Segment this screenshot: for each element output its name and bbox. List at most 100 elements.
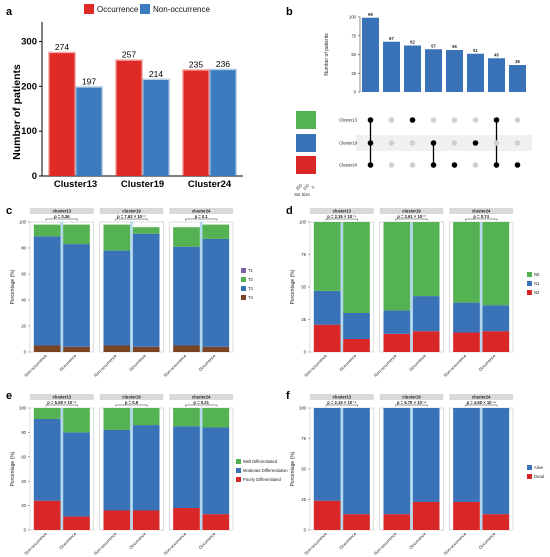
x-tick-label: Non-occurrence (23, 531, 48, 556)
stacked-segment-alive (313, 408, 341, 501)
upset-dot-empty (514, 140, 521, 146)
stacked-segment-dead (482, 514, 510, 530)
stacked-segment-n1 (383, 310, 411, 334)
upset-bar-value: 36 (515, 59, 520, 64)
upset-bar-value: 99 (368, 12, 373, 17)
stacked-segment-well-differentiated (202, 408, 230, 428)
legend-swatch (241, 295, 246, 300)
y-axis-title: Percentage (%) (10, 451, 16, 486)
stacked-segment-dead (412, 501, 440, 530)
facet-strip (30, 208, 94, 214)
upset-y-tick-label: 0 (354, 90, 357, 95)
upset-intersection-bar (488, 58, 505, 92)
bar-separator (60, 408, 64, 530)
stacked-segment-well-differentiated (33, 408, 61, 419)
stacked-segment-t4 (202, 346, 230, 352)
y-axis-title: Percentage (%) (290, 269, 296, 304)
stacked-segment-alive (482, 408, 510, 515)
y-tick-label: 25 (301, 317, 306, 322)
legend-label: N2 (534, 290, 540, 295)
y-axis-title: Percentage (%) (10, 269, 16, 304)
facet-strip (449, 394, 513, 400)
facet-strip (30, 394, 94, 400)
stacked-segment-moderate-differentiation (202, 427, 230, 515)
x-tick-label: Occurrence (58, 353, 77, 372)
stacked-segment-well-differentiated (63, 408, 90, 433)
upset-dot-filled (514, 162, 521, 168)
significance-bracket (325, 404, 358, 407)
facet-title: cluster24 (192, 394, 211, 399)
upset-dot-filled (493, 117, 500, 123)
y-tick-label: 0 (304, 528, 307, 533)
legend-label: Poorly Differentiated (243, 477, 282, 482)
p-value-label: p = 0.36 (54, 214, 70, 219)
upset-dot-empty (388, 162, 395, 168)
upset-intersection-bar (362, 17, 379, 92)
y-tick-label: 20 (21, 503, 26, 508)
upset-y-tick-label: 100 (349, 15, 357, 20)
upset-y-axis-title: Number of patients (324, 33, 330, 76)
significance-bracket (115, 404, 148, 407)
legend-label-occurrence: Occurrence (97, 5, 139, 14)
y-tick-label: 100 (19, 220, 27, 225)
stacked-segment-well-differentiated (173, 408, 200, 427)
upset-intersection-bar (383, 41, 400, 92)
upset-dot-filled (367, 140, 374, 146)
y-tick-label: 25 (301, 497, 306, 502)
stacked-segment-dead (453, 501, 480, 530)
upset-bar-value: 51 (473, 48, 478, 53)
bar-separator (60, 222, 64, 352)
facet-title: cluster13 (333, 394, 352, 399)
legend-label: N0 (534, 272, 540, 277)
stacked-segment-alive (343, 408, 370, 515)
y-tick-label: 0 (32, 171, 37, 182)
upset-dot-filled (367, 117, 374, 123)
significance-bracket (115, 218, 148, 221)
stacked-segment-t3 (63, 244, 90, 347)
legend-label: T1 (248, 268, 254, 273)
upset-intersection-bar (425, 49, 442, 92)
legend-swatch (241, 268, 246, 273)
stacked-segment-t4 (103, 345, 131, 352)
upset-y-tick-label: 75 (351, 33, 356, 38)
stacked-segment-t3 (103, 250, 131, 346)
stacked-segment-n0 (313, 222, 341, 291)
stacked-segment-n0 (453, 222, 480, 303)
upset-intersection-bar (509, 65, 526, 92)
legend-swatch (236, 459, 241, 464)
upset-dot-empty (451, 117, 458, 123)
x-tick-label: Occurrence (198, 531, 217, 550)
stacked-segment-n0 (343, 222, 370, 313)
p-value-label: p = 5.08 × 10⁻⁶ (47, 400, 76, 405)
y-tick-label: 200 (21, 81, 37, 92)
y-tick-label: 300 (21, 36, 37, 47)
stacked-segment-well-differentiated (103, 408, 131, 430)
upset-dot-empty (430, 117, 437, 123)
stacked-segment-t4 (63, 346, 90, 352)
upset-intersection-bar (467, 53, 484, 92)
facet-strip (379, 394, 444, 400)
facet-title: cluster19 (122, 208, 141, 213)
set-size-swatch-cluster24 (296, 156, 316, 174)
upset-dot-empty (493, 140, 500, 146)
significance-bracket (45, 404, 78, 407)
x-tick-label: Occurrence (58, 531, 77, 550)
p-value-label: p = 4.60 × 10⁻⁴ (467, 400, 496, 405)
upset-dot-empty (472, 117, 479, 123)
legend-swatch (527, 290, 532, 295)
stacked-segment-alive (383, 408, 411, 515)
upset-dot-empty (451, 140, 458, 146)
stacked-segment-t4 (132, 346, 160, 352)
legend-label: N1 (534, 281, 540, 286)
bar-separator (130, 222, 133, 352)
legend-label: Moderate Differentiation (243, 468, 288, 473)
upset-dot-filled (430, 140, 437, 146)
facet-title: cluster19 (402, 208, 421, 213)
upset-y-tick-label: 25 (351, 71, 356, 76)
x-tick-label: Occurrence (338, 353, 357, 372)
upset-set-label: Cluster19 (339, 141, 358, 146)
facet-strip (99, 394, 164, 400)
upset-dot-empty (409, 140, 416, 146)
set-size-tick-label: 0 (310, 184, 316, 190)
bar-separator (410, 222, 413, 352)
